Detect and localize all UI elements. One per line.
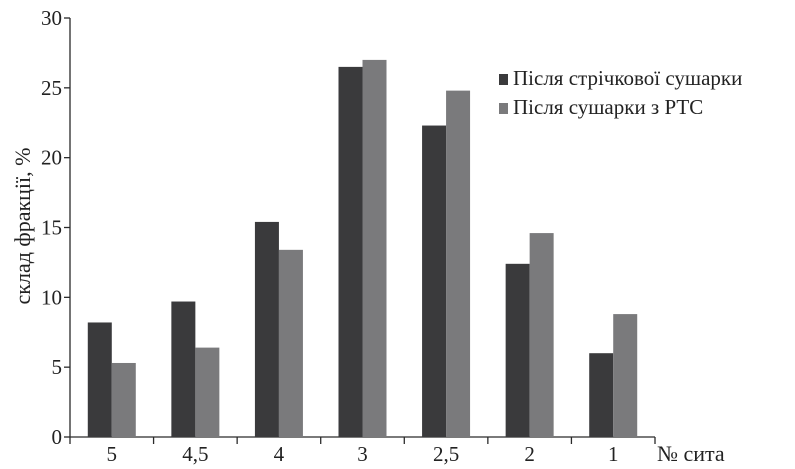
x-tick-label: 2 bbox=[524, 442, 535, 466]
legend-label-series-1: Після стрічкової сушарки bbox=[513, 66, 742, 90]
y-tick-label: 30 bbox=[41, 6, 62, 30]
bar-series-1 bbox=[171, 301, 196, 437]
bar-series-1 bbox=[87, 322, 112, 437]
bar-series-1 bbox=[254, 221, 279, 437]
x-tick-label: 2,5 bbox=[433, 442, 459, 466]
y-axis-title: склад фракції, % bbox=[10, 148, 35, 305]
y-tick-label: 15 bbox=[41, 216, 62, 240]
legend: Після стрічкової сушарки Після сушарки з… bbox=[499, 66, 742, 119]
x-axis-title: № сита bbox=[657, 441, 725, 466]
legend-swatch-series-1 bbox=[499, 74, 508, 85]
bar-series-2 bbox=[111, 362, 136, 437]
x-tick-label: 3 bbox=[357, 442, 368, 466]
x-tick-label: 1 bbox=[608, 442, 619, 466]
y-tick-label: 25 bbox=[41, 76, 62, 100]
x-tick-label: 5 bbox=[107, 442, 118, 466]
bar-series-1 bbox=[505, 263, 530, 437]
bar-series-1 bbox=[422, 125, 447, 437]
y-tick-label: 10 bbox=[41, 285, 62, 309]
bar-series-2 bbox=[613, 314, 638, 437]
bar-series-2 bbox=[446, 90, 471, 438]
y-tick-label: 5 bbox=[52, 355, 63, 379]
plot-area: 0 5 10 15 20 25 30 5 4,5 4 3 2,5 2 1 bbox=[41, 6, 656, 466]
bar-series-2 bbox=[529, 233, 554, 437]
legend-swatch-series-2 bbox=[499, 103, 508, 114]
legend-label-series-2: Після сушарки з РТС bbox=[513, 95, 703, 119]
x-tick-label: 4,5 bbox=[182, 442, 208, 466]
y-tick-label: 0 bbox=[52, 425, 63, 449]
bar-series-1 bbox=[589, 353, 614, 437]
x-tick-label: 4 bbox=[274, 442, 285, 466]
bar-series-2 bbox=[195, 347, 220, 437]
y-tick-label: 20 bbox=[41, 146, 62, 170]
bar-series-2 bbox=[278, 249, 303, 437]
bar-series-1 bbox=[338, 66, 363, 437]
bar-series-2 bbox=[362, 59, 387, 438]
